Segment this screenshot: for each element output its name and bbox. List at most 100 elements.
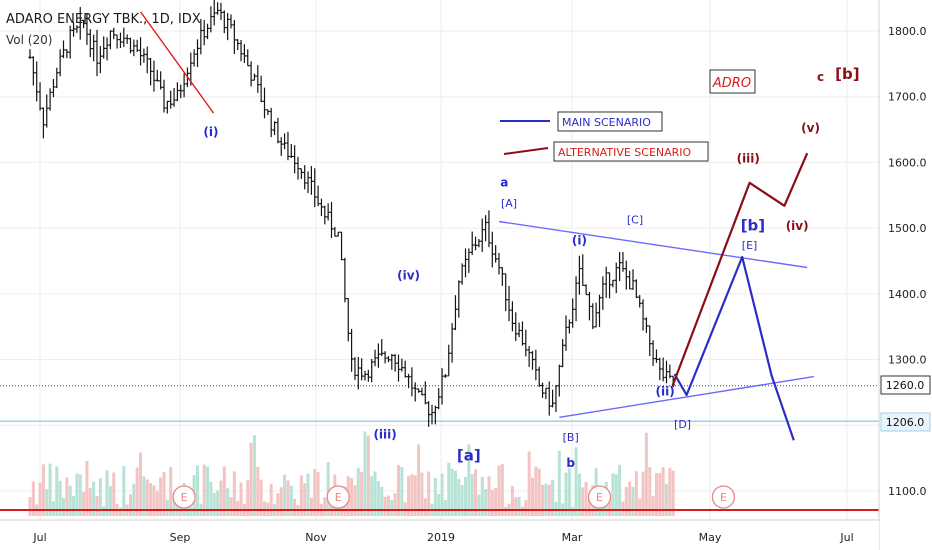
volume-bar — [464, 476, 467, 516]
time-axis-bg — [0, 520, 879, 550]
volume-bar — [129, 494, 132, 516]
volume-bar — [286, 480, 290, 516]
volume-bar — [380, 486, 384, 516]
time-tick-label: Sep — [170, 531, 191, 544]
price-tick-label: 1100.0 — [888, 485, 927, 498]
volume-bar — [216, 490, 220, 516]
volume-bar — [175, 500, 179, 516]
time-tick-label: 2019 — [427, 531, 455, 544]
volume-bar — [641, 471, 645, 516]
volume-bar — [587, 497, 591, 516]
volume-bar — [118, 507, 122, 516]
volume-bar — [450, 468, 454, 516]
price-axis[interactable]: 1100.01200.01300.01400.01500.01600.01700… — [878, 0, 932, 550]
volume-bar — [360, 472, 364, 516]
volume-bar — [611, 473, 615, 516]
wave-label: (iv) — [397, 268, 420, 282]
wave-label: (i) — [203, 125, 218, 139]
volume-bar — [440, 473, 444, 516]
volume-bar — [527, 451, 531, 516]
volume-bar — [95, 496, 99, 516]
volume-bar — [169, 467, 173, 516]
volume-bar — [520, 506, 524, 516]
volume-bar — [189, 506, 193, 516]
volume-bar — [108, 486, 112, 516]
earnings-marker-label: E — [596, 491, 603, 504]
volume-bar — [149, 483, 153, 516]
volume-bar — [644, 432, 648, 516]
volume-bar — [383, 496, 387, 516]
volume-bar — [162, 472, 166, 516]
volume-bar — [68, 485, 72, 516]
volume-bar — [219, 480, 223, 516]
volume-indicator-label: Vol (20) — [6, 33, 52, 47]
volume-bar — [41, 464, 45, 516]
earnings-marker-circle — [326, 485, 350, 509]
volume-bar — [504, 506, 508, 516]
volume-bar — [279, 487, 283, 516]
volume-bar — [654, 473, 658, 516]
volume-bar — [370, 476, 374, 516]
volume-bar — [85, 460, 89, 516]
volume-bar — [524, 500, 528, 516]
volume-bar — [252, 435, 256, 516]
volume-bar — [172, 492, 176, 516]
volume-bar — [393, 493, 397, 516]
support-price-value: 1206.0 — [886, 416, 925, 429]
chart-title: ADARO ENERGY TBK., 1D, IDX — [6, 12, 201, 27]
wave-label: [B] — [563, 431, 579, 444]
volume-bar — [490, 489, 494, 516]
volume-bar — [417, 444, 421, 516]
current-price-badge — [880, 375, 931, 395]
time-tick-label: Jul — [32, 531, 46, 544]
volume-bar — [621, 501, 625, 516]
volume-bar — [31, 481, 35, 516]
volume-bar — [531, 477, 534, 516]
legend-alt-line — [503, 147, 549, 155]
volume-bar — [212, 492, 216, 516]
volume-bar — [232, 471, 236, 516]
legend: MAIN SCENARIO ALTERNATIVE SCENARIO — [500, 111, 709, 162]
volume-bar — [618, 464, 622, 516]
volume-bar — [51, 501, 55, 516]
volume-bar — [551, 479, 555, 516]
volume-bar — [631, 487, 635, 516]
support-price-badge — [880, 412, 931, 432]
volume-bar — [135, 467, 139, 516]
volume-bar — [145, 479, 149, 516]
time-axis[interactable]: Jul Sep Nov 2019 Mar May Jul — [0, 519, 879, 550]
volume-bar — [72, 496, 76, 516]
wave-label: [a] — [457, 447, 481, 465]
volume-bar — [155, 491, 159, 516]
wave-labels: (i) (iv) (iii) [a] a [A] (i) [C] [B] b (ii) [D] [b] [… — [203, 65, 859, 470]
volume-bar — [577, 473, 581, 516]
volume-bar — [246, 480, 250, 516]
volume-bar — [306, 473, 310, 516]
volume-bar — [58, 480, 62, 516]
volume-bar — [249, 442, 253, 516]
volume-bar — [259, 479, 263, 516]
volume-bar — [390, 500, 394, 516]
volume-bar — [152, 485, 156, 516]
volume-bar — [326, 462, 330, 516]
wave-label: (iv) — [786, 219, 809, 233]
volume-bar — [658, 473, 662, 516]
volume-bar — [638, 498, 642, 516]
volume-bar — [256, 466, 260, 516]
volume-bar — [75, 473, 79, 516]
price-axis-bg — [879, 0, 932, 550]
volume-bar — [105, 470, 109, 516]
time-tick-label: Jul — [839, 531, 853, 544]
volume-bar — [323, 497, 327, 516]
main-scenario-path — [673, 255, 795, 441]
wave-label: (ii) — [656, 385, 675, 399]
volume-bar — [557, 450, 561, 516]
volume-bar — [65, 477, 69, 516]
volume-bar — [443, 499, 447, 516]
price-tick-label: 1400.0 — [888, 288, 927, 301]
volume-bar — [263, 501, 266, 516]
earnings-marker-label: E — [720, 491, 727, 504]
earnings-marker-circle — [587, 485, 612, 509]
volume-bar — [487, 476, 491, 516]
